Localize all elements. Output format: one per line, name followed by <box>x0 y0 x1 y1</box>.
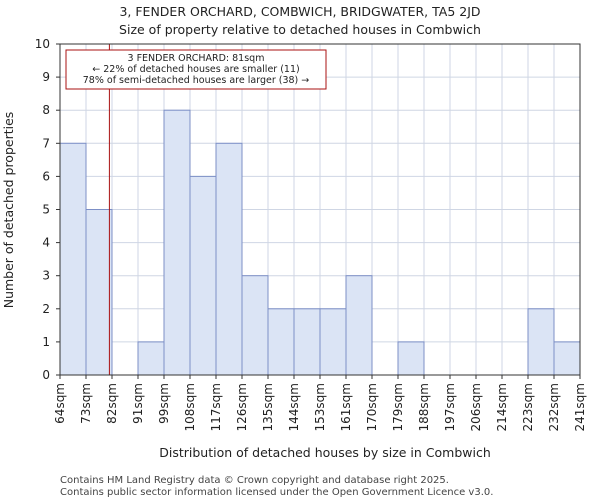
annotation-box: 3 FENDER ORCHARD: 81sqm ← 22% of detache… <box>65 49 327 90</box>
bar <box>241 275 269 376</box>
x-tick-label: 170sqm <box>365 383 379 431</box>
y-tick-label: 9 <box>42 70 50 84</box>
bar <box>215 142 243 376</box>
bar <box>527 308 555 376</box>
y-tick-label: 8 <box>42 103 50 117</box>
bar <box>397 341 425 376</box>
y-axis-ticks: 0 1 2 3 4 5 6 7 8 9 10 <box>35 37 60 382</box>
x-tick-label: 179sqm <box>391 383 405 431</box>
y-tick-label: 4 <box>42 236 50 250</box>
bar-series <box>59 109 581 376</box>
x-tick-label: 135sqm <box>261 383 275 431</box>
x-tick-label: 214sqm <box>495 383 509 431</box>
x-tick-label: 99sqm <box>157 383 171 424</box>
y-tick-label: 10 <box>35 37 50 51</box>
bar <box>163 109 191 376</box>
y-tick-label: 5 <box>42 203 50 217</box>
y-tick-label: 7 <box>42 136 50 150</box>
chart-subtitle: Size of property relative to detached ho… <box>119 22 481 37</box>
x-tick-label: 223sqm <box>521 383 535 431</box>
bar <box>85 209 113 376</box>
x-tick-label: 232sqm <box>547 383 561 431</box>
x-tick-label: 73sqm <box>79 383 93 424</box>
x-tick-label: 153sqm <box>313 383 327 431</box>
x-tick-label: 64sqm <box>53 383 67 424</box>
bar <box>319 308 347 376</box>
annotation-line-larger: 78% of semi-detached houses are larger (… <box>83 75 310 86</box>
annotation-border <box>65 49 327 90</box>
footer-licence: Contains public sector information licen… <box>60 487 493 498</box>
footer-copyright: Contains HM Land Registry data © Crown c… <box>60 475 449 486</box>
x-tick-label: 188sqm <box>417 383 431 431</box>
x-tick-label: 117sqm <box>209 383 223 431</box>
y-tick-label: 2 <box>42 302 50 316</box>
bar <box>137 341 165 376</box>
chart-title: 3, FENDER ORCHARD, COMBWICH, BRIDGWATER,… <box>119 4 480 19</box>
x-axis-label: Distribution of detached houses by size … <box>159 445 491 460</box>
x-tick-label: 241sqm <box>573 383 587 431</box>
x-axis-ticks: 64sqm 73sqm 82sqm 91sqm 99sqm 108sqm 117sqm 126… <box>53 375 587 431</box>
x-tick-label: 144sqm <box>287 383 301 431</box>
bar <box>553 341 581 376</box>
y-tick-label: 1 <box>42 335 50 349</box>
x-tick-label: 108sqm <box>183 383 197 431</box>
bar <box>189 175 217 376</box>
x-tick-label: 161sqm <box>339 383 353 431</box>
x-tick-label: 197sqm <box>443 383 457 431</box>
y-tick-label: 0 <box>42 368 50 382</box>
x-tick-label: 91sqm <box>131 383 145 424</box>
annotation-line-smaller: ← 22% of detached houses are smaller (11… <box>92 64 299 75</box>
y-axis-label: Number of detached properties <box>1 112 16 309</box>
bar <box>59 142 87 376</box>
bar <box>345 275 373 376</box>
x-tick-label: 82sqm <box>105 383 119 424</box>
y-tick-label: 3 <box>42 269 50 283</box>
y-tick-label: 6 <box>42 169 50 183</box>
annotation-line-property: 3 FENDER ORCHARD: 81sqm <box>128 53 265 64</box>
x-tick-label: 206sqm <box>469 383 483 431</box>
bar <box>267 308 295 376</box>
bar <box>293 308 321 376</box>
x-tick-label: 126sqm <box>235 383 249 431</box>
